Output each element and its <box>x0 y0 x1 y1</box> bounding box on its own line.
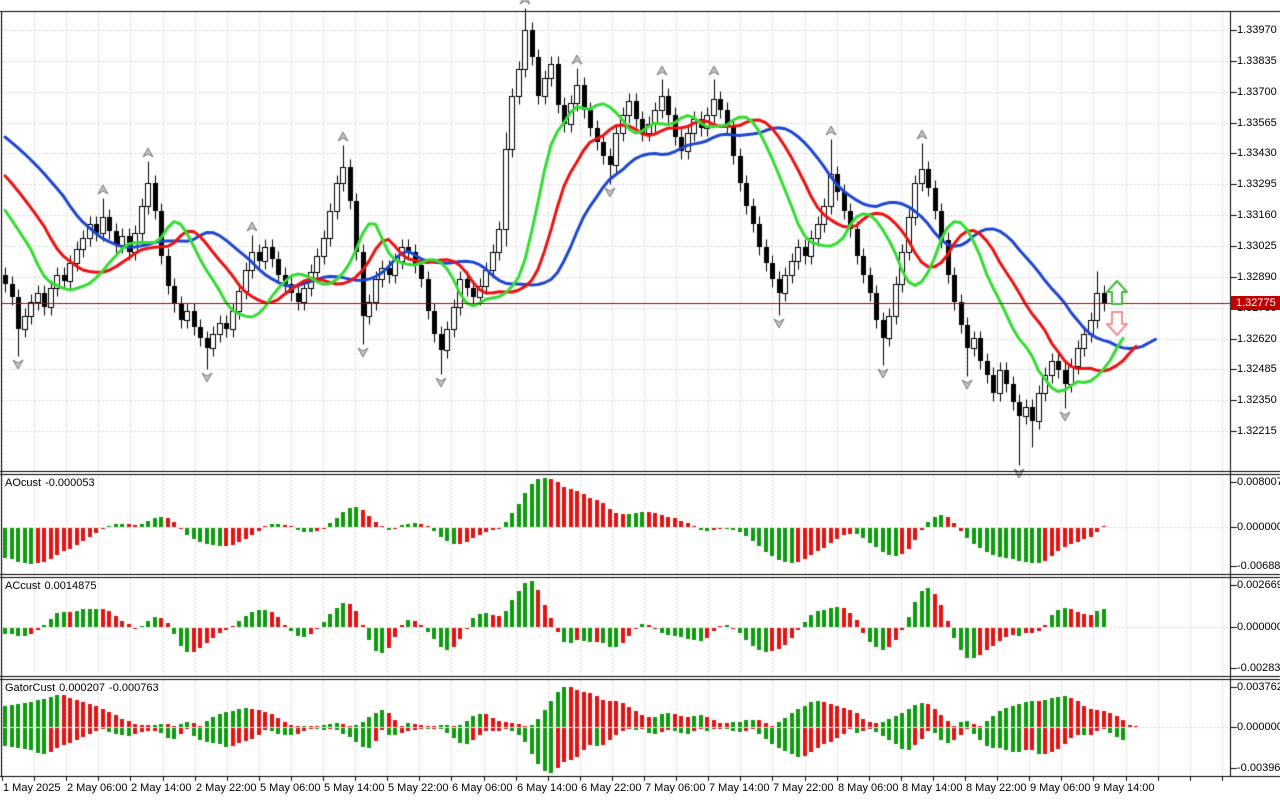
chart-canvas[interactable] <box>0 0 1280 800</box>
trading-chart-window: AOcust -0.000053 ACcust 0.0014875 GatorCus… <box>0 0 1280 800</box>
